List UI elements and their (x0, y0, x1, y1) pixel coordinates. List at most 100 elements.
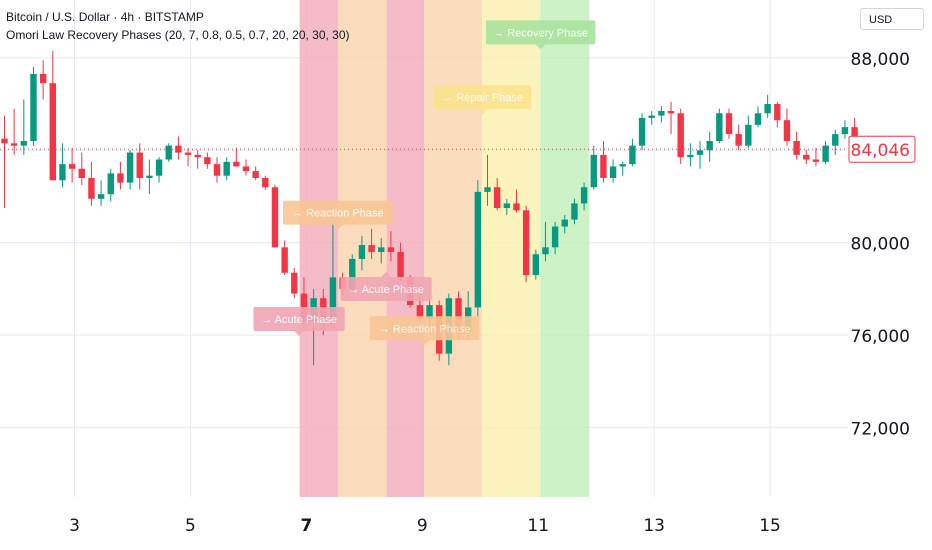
candle (387, 231, 395, 262)
candle-body (329, 277, 337, 320)
y-tick-label: 76,000 (851, 327, 910, 347)
symbol-title[interactable]: Bitcoin / U.S. Dollar · 4h · BITSTAMP (6, 10, 204, 24)
candle (600, 141, 607, 183)
candle (783, 108, 791, 146)
candle (49, 50, 56, 181)
candle (696, 141, 704, 169)
candle-body (600, 154, 607, 178)
candle-body (503, 203, 511, 209)
candle (832, 129, 839, 155)
candle-body (271, 187, 279, 248)
candle-body (851, 127, 858, 144)
candle (223, 157, 230, 181)
candle (126, 150, 134, 190)
candle (551, 221, 559, 255)
candle-body (117, 173, 124, 183)
candle (78, 152, 85, 185)
candle-body (667, 110, 675, 114)
indicator-title[interactable]: Omori Law Recovery Phases (20, 7, 0.8, 0… (6, 28, 350, 42)
candle (10, 108, 18, 155)
candle-body (184, 152, 192, 155)
phase-label-text: → Acute Phase (261, 314, 337, 326)
candle-body (39, 73, 47, 84)
candle-body (291, 272, 298, 294)
candle-body (754, 113, 762, 125)
phase-label-box (433, 85, 532, 110)
candle-body (281, 247, 288, 273)
candle (513, 189, 520, 213)
candle (735, 124, 742, 151)
currency-button[interactable]: USD (860, 8, 924, 30)
candle-body (155, 159, 163, 176)
candle (648, 110, 655, 125)
candle-body (368, 245, 375, 252)
candle-body (242, 166, 250, 172)
phase-label-pointer (294, 331, 305, 337)
candle (242, 159, 250, 176)
candle-body (107, 173, 114, 195)
candle-body (175, 145, 182, 153)
candle (609, 159, 617, 183)
phase-band-reaction (424, 0, 483, 497)
candle (542, 221, 549, 262)
candle-body (10, 143, 18, 146)
phase-band-acute (299, 0, 339, 497)
candle (204, 152, 211, 169)
candle (378, 238, 385, 264)
candle-body (204, 157, 211, 165)
candle-body (706, 141, 713, 151)
candle-body (20, 141, 28, 146)
candle-body (484, 187, 491, 192)
candle-body (822, 145, 829, 162)
candle-body (49, 83, 56, 181)
candle (580, 182, 588, 211)
candle-body (194, 154, 201, 158)
candle (184, 147, 192, 167)
candle-body (571, 203, 578, 220)
candle (745, 115, 752, 148)
x-tick-label: 7 (300, 516, 312, 536)
candle (493, 177, 501, 211)
phase-label-reaction: → Reaction Phase (369, 316, 480, 346)
candle-body (783, 120, 791, 142)
candle (754, 106, 762, 128)
candle (368, 228, 375, 259)
candle-body (252, 171, 259, 178)
candle (677, 108, 684, 165)
time-axis[interactable]: 3 5 7 9 11 13 15 (69, 516, 781, 536)
candle (571, 198, 578, 225)
phase-label-text: → Acute Phase (348, 284, 424, 296)
candle (213, 157, 221, 183)
candle-body (262, 177, 269, 188)
phase-label-pointer (332, 224, 343, 230)
phase-label-text: → Repair Phase (442, 92, 523, 104)
candle (764, 94, 771, 118)
phase-label-reaction: → Reaction Phase (282, 200, 393, 230)
candle (706, 131, 713, 162)
candle (146, 159, 153, 195)
candle-body (542, 247, 549, 255)
candle-body (146, 175, 153, 178)
x-tick-label: 13 (643, 516, 665, 536)
candle-body (378, 247, 385, 252)
phase-label-pointer (535, 44, 546, 50)
candle (590, 145, 597, 190)
candle (638, 113, 646, 151)
candle (97, 180, 105, 206)
candle-body (803, 154, 810, 160)
candle-body (561, 219, 568, 227)
candle-body (609, 166, 617, 178)
y-tick-label: 88,000 (851, 50, 910, 70)
candle (117, 161, 124, 190)
phase-band-repair (482, 0, 541, 497)
x-tick-label: 15 (759, 516, 781, 536)
candle-body (126, 152, 134, 183)
candle (281, 240, 288, 276)
phase-label-pointer (477, 109, 488, 115)
candle (484, 154, 491, 206)
candle-body (677, 113, 684, 158)
phase-label-box (485, 20, 596, 45)
candle (136, 143, 143, 190)
